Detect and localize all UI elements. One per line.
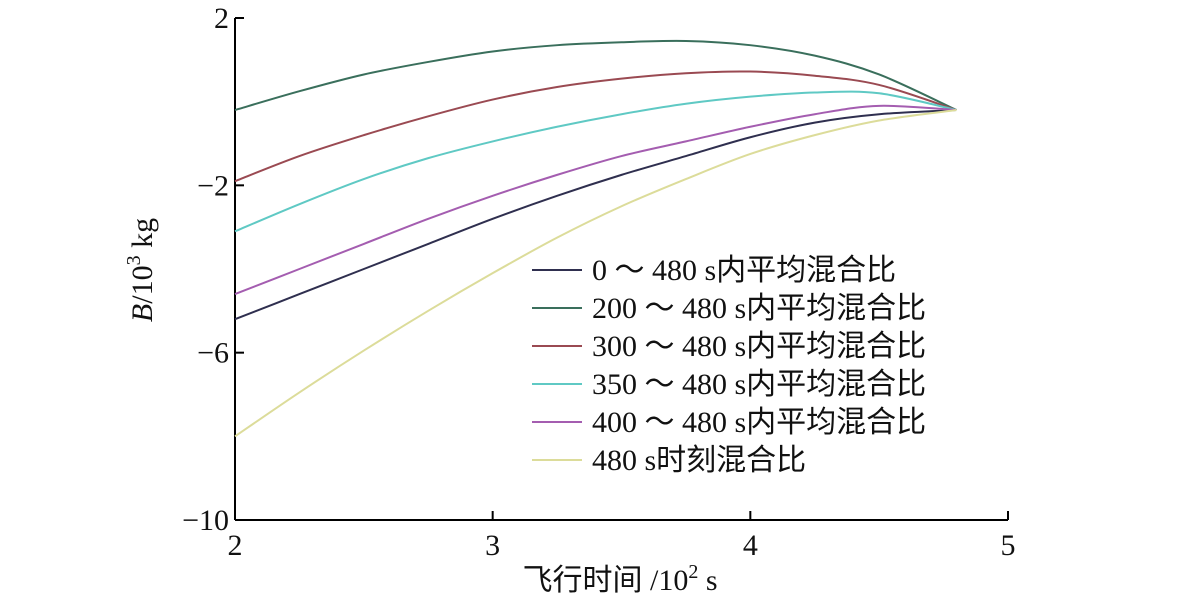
x-tick-label: 3 (485, 529, 500, 562)
x-axis-label: 飞行时间 /102 s (522, 561, 717, 597)
series-line-3 (234, 90, 957, 233)
legend-label-5: 480 s时刻混合比 (592, 444, 806, 477)
x-tick-label: 4 (743, 529, 758, 562)
legend-label-2: 300 ～ 480 s内平均混合比 (592, 330, 926, 363)
series-lines (234, 39, 957, 438)
x-tick-label: 2 (228, 529, 243, 562)
legend-label-0: 0 ～ 480 s内平均混合比 (592, 254, 896, 287)
legend-label-4: 400 ～ 480 s内平均混合比 (592, 406, 926, 439)
series-line-4 (234, 104, 957, 296)
y-tick-label: −6 (197, 337, 229, 370)
y-axis-label: B/103 kg (123, 218, 159, 322)
axis-labels: 飞行时间 /102 s B/103 kg (123, 218, 718, 597)
series-line-5 (234, 109, 957, 438)
series-line-2 (234, 70, 957, 183)
y-tick-label: −10 (182, 504, 229, 537)
y-tick-label: −2 (197, 169, 229, 202)
series-line-0 (234, 109, 957, 321)
series-line-1 (234, 39, 957, 111)
legend-label-3: 350 ～ 480 s内平均混合比 (592, 368, 926, 401)
x-tick-label: 5 (1001, 529, 1016, 562)
legend-label-1: 200 ～ 480 s内平均混合比 (592, 292, 926, 325)
axes: 2−2−6−102 3 4 5 (182, 2, 1015, 562)
y-tick-label: 2 (214, 2, 229, 35)
legend: 0 ～ 480 s内平均混合比 200 ～ 480 s内平均混合比 300 ～ 48… (532, 254, 926, 477)
